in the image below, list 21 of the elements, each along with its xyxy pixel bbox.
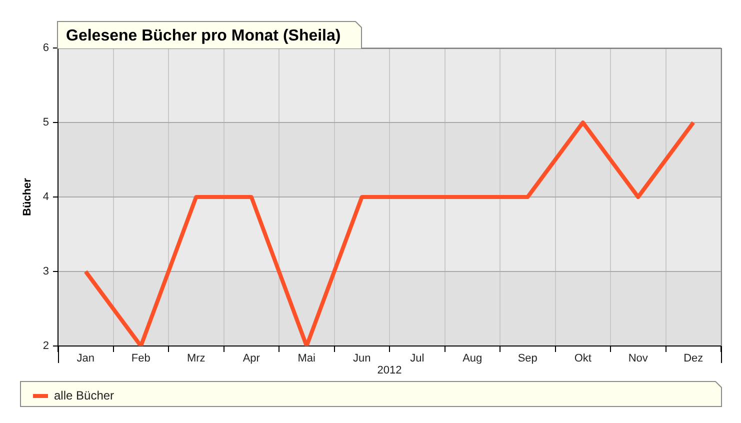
x-tick-label: Sep [518,352,538,365]
x-tick-label: Apr [242,352,260,365]
y-axis-title: Bücher [22,177,34,216]
x-tick-label: Dez [684,352,704,365]
legend-label: alle Bücher [54,388,114,402]
x-tick-label: Nov [628,352,648,365]
x-tick-label: Jun [353,352,371,365]
x-tick-label: Feb [131,352,150,365]
x-tick-label: Okt [574,352,592,365]
x-axis-title: 2012 [377,364,402,376]
x-tick-label: Mai [298,352,316,365]
y-tick-label: 6 [42,42,49,54]
x-tick-label: Mrz [186,352,206,365]
y-tick-label: 2 [42,340,49,352]
y-tick-label: 5 [42,116,49,129]
x-tick-label: Jul [410,352,424,365]
y-tick-label: 3 [42,266,49,278]
chart-title: Gelesene Bücher pro Monat (Sheila) [66,27,341,44]
x-tick-label: Jan [76,352,94,365]
y-tick-label: 4 [42,191,49,204]
x-tick-label: Aug [462,352,482,365]
